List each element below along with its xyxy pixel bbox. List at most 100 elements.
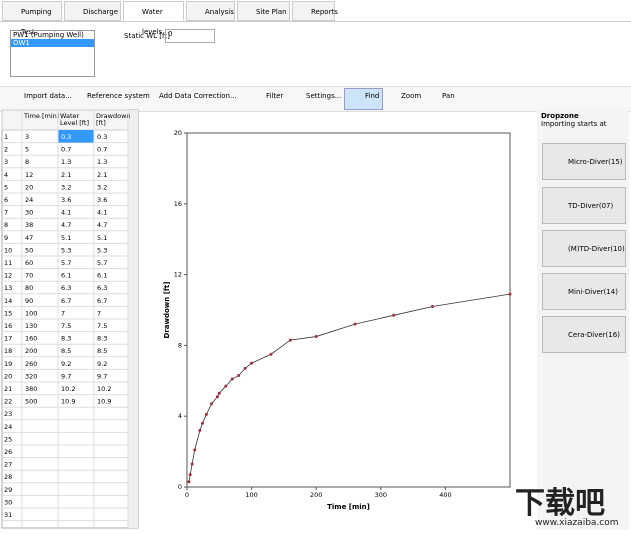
well-item[interactable]: PW1 (Pumping Well) [13, 31, 84, 39]
cell-time: 320 [25, 372, 37, 380]
row-number: 23 [4, 410, 12, 418]
data-point [392, 313, 396, 317]
row-number: 27 [4, 461, 12, 469]
row-number: 16 [4, 322, 12, 330]
row-number: 28 [4, 473, 12, 481]
data-point [188, 473, 192, 477]
cell-drawdown: 5.3 [97, 246, 107, 254]
cell-water-level: 4.7 [61, 221, 71, 229]
data-point [201, 421, 205, 425]
cell-time: 24 [25, 196, 33, 204]
tab[interactable]: Water levels [123, 1, 184, 36]
y-axis-label: Drawdown [ft] [163, 282, 171, 339]
cell-water-level: 3.2 [61, 183, 71, 191]
toolbar-button[interactable]: Filter [266, 92, 284, 100]
data-point [508, 292, 512, 296]
plot-area [186, 132, 511, 488]
data-point [190, 462, 194, 466]
diver-button[interactable]: Cera-Diver(16) [542, 316, 626, 353]
tab[interactable]: Reports [292, 1, 338, 21]
cell-time: 260 [25, 360, 37, 368]
cell-drawdown: 8.5 [97, 347, 107, 355]
row-number: 20 [4, 372, 12, 380]
row-number: 26 [4, 448, 12, 456]
cell-drawdown: 3.2 [97, 183, 107, 191]
cell-drawdown: 9.7 [97, 372, 107, 380]
diver-button[interactable]: (M)TD-Diver(10) [542, 230, 626, 267]
row-number: 5 [4, 183, 8, 191]
cell-drawdown: 5.7 [97, 259, 107, 267]
cell-time: 47 [25, 234, 33, 242]
cell-time: 5 [25, 146, 29, 154]
cell-water-level: 7.5 [61, 322, 71, 330]
cell-time: 8 [25, 158, 29, 166]
row-number: 25 [4, 435, 12, 443]
cell-water-level: 3.6 [61, 196, 71, 204]
column-header: Water Level [ft] [60, 112, 89, 127]
cell-time: 130 [25, 322, 37, 330]
toolbar-button[interactable]: Settings... [306, 92, 342, 100]
toolbar-button[interactable]: Add Data Correction... [159, 92, 237, 100]
cell-water-level: 0.3 [61, 133, 71, 141]
cell-water-level: 5.3 [61, 246, 71, 254]
row-number: 13 [4, 284, 12, 292]
cell-time: 12 [25, 171, 33, 179]
well-list: PW1 (Pumping Well) OW1 [10, 30, 95, 77]
y-tick-label: 16 [174, 200, 182, 208]
cell-drawdown: 5.1 [97, 234, 107, 242]
data-point [215, 395, 219, 399]
y-tick-label: 4 [178, 412, 182, 420]
cell-time: 70 [25, 272, 33, 280]
data-point [187, 480, 191, 484]
row-number: 21 [4, 385, 12, 393]
well-item[interactable]: OW1 [11, 39, 94, 47]
toolbar-button[interactable]: Pan [442, 92, 455, 100]
data-point [243, 366, 247, 370]
row-number: 6 [4, 196, 8, 204]
cell-time: 80 [25, 284, 33, 292]
x-tick-label: 200 [310, 491, 322, 499]
cell-drawdown: 8.3 [97, 335, 107, 343]
toolbar-button[interactable]: Reference system [87, 92, 150, 100]
cell-drawdown: 10.9 [97, 398, 111, 406]
row-number: 15 [4, 309, 12, 317]
data-point [224, 384, 228, 388]
toolbar-button[interactable]: Zoom [401, 92, 422, 100]
data-point [198, 428, 202, 432]
toolbar-button[interactable]: Import data... [24, 92, 72, 100]
row-number: 4 [4, 171, 8, 179]
tab[interactable]: Analysis [186, 1, 235, 21]
cell-water-level: 10.9 [61, 398, 75, 406]
cell-water-level: 10.2 [61, 385, 75, 393]
row-number: 10 [4, 246, 12, 254]
cell-time: 500 [25, 398, 37, 406]
cell-drawdown: 10.2 [97, 385, 111, 393]
data-point [314, 335, 318, 339]
cell-drawdown: 4.1 [97, 209, 107, 217]
toolbar-button[interactable]: Find [365, 92, 380, 100]
cell-water-level: 6.3 [61, 284, 71, 292]
diver-button[interactable]: Micro-Diver(15) [542, 143, 626, 180]
cell-water-level: 8.3 [61, 335, 71, 343]
cell-drawdown: 3.6 [97, 196, 107, 204]
diver-button[interactable]: TD-Diver(07) [542, 187, 626, 224]
tab[interactable]: Discharge [64, 1, 121, 21]
cell-drawdown: 6.1 [97, 272, 107, 280]
cell-time: 380 [25, 385, 37, 393]
cell-drawdown: 4.7 [97, 221, 107, 229]
cell-water-level: 9.2 [61, 360, 71, 368]
header-line: Water [60, 112, 80, 120]
data-point [230, 377, 234, 381]
data-point [269, 352, 273, 356]
tab[interactable]: Site Plan [237, 1, 290, 21]
cell-water-level: 4.1 [61, 209, 71, 217]
cell-water-level: 6.7 [61, 297, 71, 305]
row-number: 7 [4, 209, 8, 217]
tab[interactable]: Pumping Test [2, 1, 62, 36]
diver-button[interactable]: Mini-Diver(14) [542, 273, 626, 310]
cell-drawdown: 2.1 [97, 171, 107, 179]
static-wl-input[interactable]: 0 [165, 29, 215, 43]
row-number: 31 [4, 511, 12, 519]
